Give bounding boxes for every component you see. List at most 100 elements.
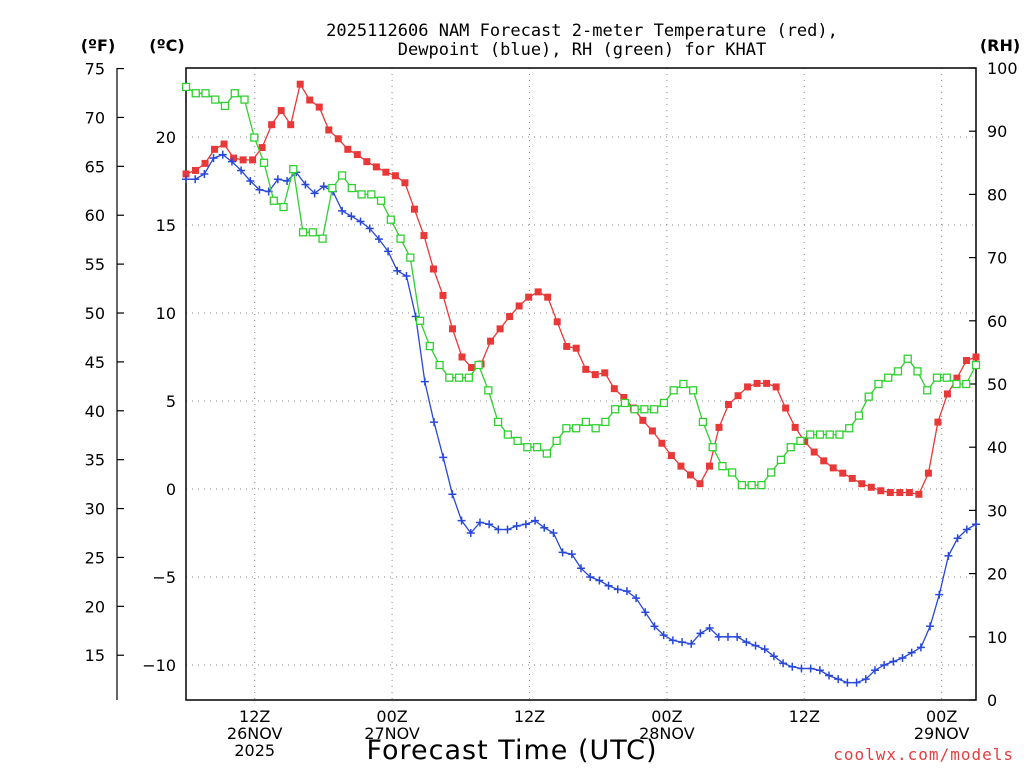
dewpoint-point <box>678 638 687 647</box>
x-tick-label: 2025 <box>234 741 275 760</box>
rh-point <box>513 436 522 446</box>
plot-frame <box>185 67 977 701</box>
fahrenheit-tick-label: 45 <box>85 353 105 372</box>
dewpoint-point <box>439 453 448 462</box>
dewpoint-point <box>935 590 944 599</box>
rh-point <box>718 462 727 471</box>
temperature-point <box>506 313 514 321</box>
temperature-point <box>877 487 885 495</box>
series <box>181 80 981 687</box>
temperature-point <box>382 168 390 176</box>
rh-point <box>689 386 698 395</box>
dewpoint-point <box>191 175 200 184</box>
fahrenheit-tick-label: 40 <box>85 402 105 421</box>
temperature-point <box>372 163 380 171</box>
fahrenheit-tick-label: 20 <box>85 597 105 616</box>
temperature-point <box>429 265 437 273</box>
rh-point <box>776 455 786 464</box>
temperature-point <box>410 205 418 213</box>
temperature-point <box>534 288 542 296</box>
temperature-point <box>525 293 533 301</box>
dewpoint-point <box>319 182 328 191</box>
dewpoint-point <box>604 581 613 590</box>
dewpoint-point <box>907 648 916 657</box>
dewpoint-point <box>301 180 310 189</box>
temperature-point <box>220 140 228 148</box>
temperature-point <box>886 489 894 497</box>
rh-point <box>903 354 912 363</box>
dewpoint-point <box>696 629 705 638</box>
rh-point <box>367 190 376 199</box>
rh-point <box>571 424 581 433</box>
rh-point <box>942 373 951 382</box>
rh-point <box>786 443 795 452</box>
dewpoint-point <box>687 639 696 648</box>
temperature-point <box>401 179 409 187</box>
dewpoint-point <box>714 632 723 641</box>
dewpoint-point <box>347 212 356 221</box>
temperature-point <box>772 383 780 391</box>
temperature-point <box>972 353 980 361</box>
dewpoint-point <box>825 671 834 680</box>
rh-tick-label: 30 <box>987 501 1007 520</box>
dewpoint-point <box>742 638 751 647</box>
celsius-tick-label: 10 <box>156 304 176 323</box>
temperature-point <box>705 462 713 470</box>
rh-point <box>211 95 220 104</box>
dewpoint-point <box>705 624 714 633</box>
dewpoint-point <box>632 594 641 603</box>
dewpoint-point <box>448 490 457 499</box>
dewpoint-point <box>457 516 466 525</box>
rh-point <box>503 430 513 439</box>
temperature-point <box>515 302 523 310</box>
temperature-point <box>601 369 609 377</box>
rh-point <box>337 171 347 180</box>
chart-title-line-1: 2025112606 NAM Forecast 2-meter Temperat… <box>326 21 838 41</box>
rh-point <box>386 215 395 224</box>
dewpoint-point <box>659 631 668 640</box>
temperature-point <box>287 121 295 129</box>
temperature-point <box>591 371 599 379</box>
dewpoint-point <box>411 312 420 321</box>
dewpoint-point <box>430 418 439 427</box>
dewpoint-point <box>521 520 530 529</box>
rh-point <box>913 367 922 376</box>
temperature-point <box>496 325 504 333</box>
dewpoint-point <box>622 587 631 596</box>
dewpoint-point <box>668 636 677 645</box>
rh-point <box>523 443 532 452</box>
dewpoint-point <box>549 529 558 537</box>
dewpoint-point <box>567 550 576 559</box>
temperature-point <box>582 365 590 373</box>
rh-point <box>464 373 473 382</box>
celsius-tick-label: −5 <box>152 568 176 587</box>
dewpoint-point <box>751 641 760 650</box>
rh-tick-label: 80 <box>987 185 1007 204</box>
dewpoint-point <box>255 185 264 194</box>
dewpoint-point <box>926 622 935 631</box>
fahrenheit-axis-label: (ºF) <box>81 36 116 55</box>
rh-point <box>396 234 405 243</box>
dewpoint-point <box>586 573 595 581</box>
temperature-point <box>239 156 247 164</box>
rh-point <box>191 89 200 98</box>
temperature-point <box>296 80 304 88</box>
rh-point <box>971 360 981 370</box>
dewpoint-point <box>384 247 393 256</box>
rh-point <box>220 101 230 111</box>
temperature-point <box>686 471 694 479</box>
dewpoint-point <box>852 678 861 687</box>
temperature-point <box>449 325 457 333</box>
series-line <box>185 82 977 496</box>
rh-point <box>630 405 639 414</box>
rh-point <box>454 373 464 382</box>
dewpoint-point <box>870 666 879 675</box>
rh-point <box>825 430 834 439</box>
temperature-point <box>734 392 742 400</box>
dewpoint-point <box>558 548 567 557</box>
rh-point <box>357 190 366 199</box>
dewpoint-point <box>880 661 889 669</box>
rh-point <box>845 424 854 433</box>
x-tick-label: 26NOV <box>227 724 283 743</box>
